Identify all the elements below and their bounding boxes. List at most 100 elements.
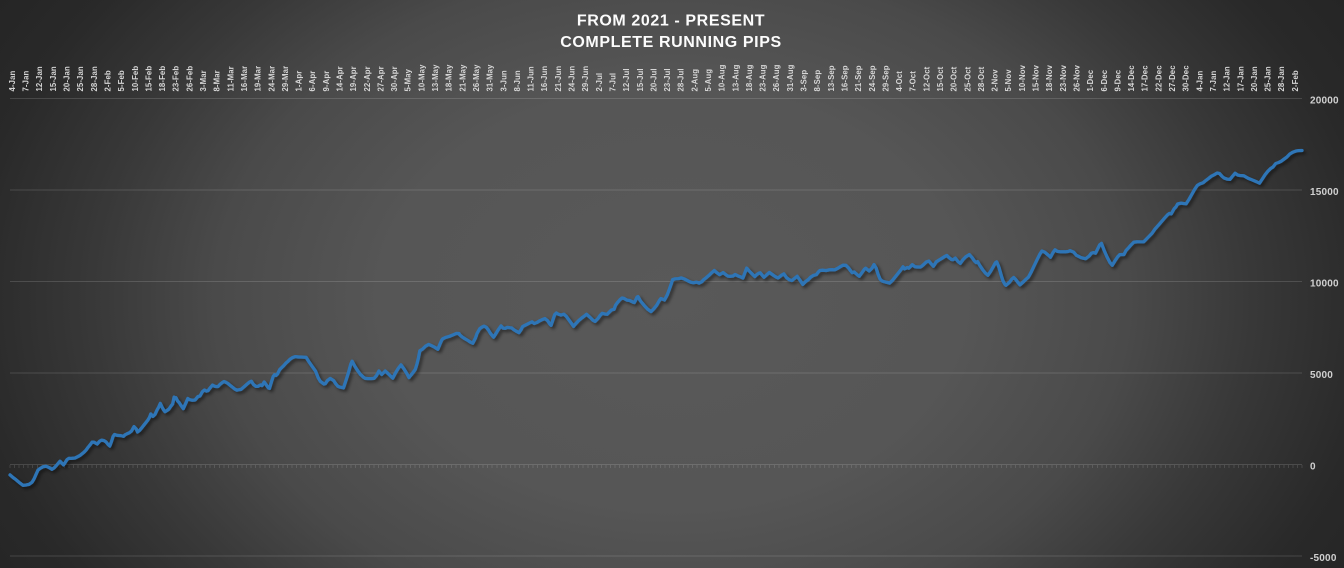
svg-text:24-Mar: 24-Mar [267, 66, 276, 92]
svg-text:27-Apr: 27-Apr [376, 66, 385, 91]
svg-text:12-Jan: 12-Jan [35, 66, 44, 91]
svg-text:13-Sep: 13-Sep [827, 65, 836, 91]
svg-text:8-Mar: 8-Mar [213, 70, 222, 91]
svg-text:6-Dec: 6-Dec [1100, 69, 1109, 91]
svg-text:7-Jul: 7-Jul [609, 73, 618, 92]
svg-text:4-Jan: 4-Jan [1195, 70, 1204, 91]
svg-text:26-Nov: 26-Nov [1073, 64, 1082, 91]
svg-text:23-Aug: 23-Aug [759, 64, 768, 91]
svg-text:26-Feb: 26-Feb [185, 66, 194, 92]
svg-text:5-May: 5-May [404, 68, 413, 91]
svg-text:FROM 2021 - PRESENT: FROM 2021 - PRESENT [577, 12, 765, 29]
svg-text:10-Aug: 10-Aug [718, 64, 727, 91]
svg-text:COMPLETE RUNNING PIPS: COMPLETE RUNNING PIPS [560, 34, 782, 51]
svg-text:0: 0 [1310, 462, 1316, 473]
svg-text:3-Jun: 3-Jun [499, 70, 508, 91]
svg-text:3-Sep: 3-Sep [800, 70, 809, 92]
svg-text:29-Jun: 29-Jun [581, 66, 590, 92]
svg-text:23-Jul: 23-Jul [663, 68, 672, 91]
svg-text:8-Sep: 8-Sep [813, 70, 822, 92]
svg-text:25-Jan: 25-Jan [76, 66, 85, 91]
svg-text:23-Nov: 23-Nov [1059, 64, 1068, 91]
svg-text:5-Nov: 5-Nov [1004, 69, 1013, 92]
svg-text:2-Jul: 2-Jul [595, 73, 604, 92]
svg-text:28-Jul: 28-Jul [677, 68, 686, 91]
svg-text:9-Dec: 9-Dec [1113, 69, 1122, 91]
svg-text:16-Jun: 16-Jun [540, 66, 549, 92]
svg-text:14-Dec: 14-Dec [1127, 65, 1136, 92]
svg-text:7-Jan: 7-Jan [22, 70, 31, 91]
svg-text:15-Jul: 15-Jul [636, 68, 645, 91]
svg-text:4-Oct: 4-Oct [895, 71, 904, 92]
svg-text:21-May: 21-May [458, 64, 467, 92]
svg-text:3-Mar: 3-Mar [199, 70, 208, 91]
svg-text:30-Apr: 30-Apr [390, 66, 399, 91]
svg-text:20-Jul: 20-Jul [649, 68, 658, 91]
svg-text:12-Oct: 12-Oct [922, 66, 931, 91]
svg-text:7-Oct: 7-Oct [909, 71, 918, 92]
svg-text:10-May: 10-May [417, 64, 426, 92]
svg-text:18-Feb: 18-Feb [158, 66, 167, 92]
svg-text:2-Feb: 2-Feb [1291, 70, 1300, 91]
svg-text:28-Jan: 28-Jan [90, 66, 99, 91]
svg-text:25-Jan: 25-Jan [1264, 66, 1273, 91]
svg-text:24-Jun: 24-Jun [568, 66, 577, 92]
svg-text:11-Mar: 11-Mar [226, 66, 235, 91]
svg-text:12-Jul: 12-Jul [622, 68, 631, 91]
svg-text:15000: 15000 [1310, 187, 1339, 198]
svg-text:5000: 5000 [1310, 370, 1333, 381]
svg-text:15-Jan: 15-Jan [49, 66, 58, 91]
svg-text:28-Oct: 28-Oct [977, 66, 986, 91]
svg-text:13-May: 13-May [431, 64, 440, 92]
svg-text:20-Jan: 20-Jan [1250, 66, 1259, 91]
svg-text:25-Oct: 25-Oct [963, 66, 972, 91]
svg-text:8-Jun: 8-Jun [513, 70, 522, 91]
svg-text:26-May: 26-May [472, 64, 481, 92]
svg-text:9-Apr: 9-Apr [322, 71, 331, 92]
svg-text:2-Feb: 2-Feb [104, 70, 113, 91]
svg-text:31-May: 31-May [486, 64, 495, 92]
svg-text:24-Sep: 24-Sep [868, 65, 877, 91]
svg-text:10-Feb: 10-Feb [131, 66, 140, 92]
svg-text:29-Mar: 29-Mar [281, 66, 290, 92]
svg-text:22-Apr: 22-Apr [363, 66, 372, 91]
svg-text:18-Aug: 18-Aug [745, 64, 754, 91]
svg-text:21-Sep: 21-Sep [854, 65, 863, 91]
svg-text:26-Aug: 26-Aug [772, 64, 781, 91]
svg-text:11-Jun: 11-Jun [527, 66, 536, 91]
svg-text:-5000: -5000 [1310, 553, 1337, 564]
svg-text:2-Nov: 2-Nov [991, 69, 1000, 92]
svg-text:20000: 20000 [1310, 96, 1339, 107]
svg-text:18-May: 18-May [445, 64, 454, 92]
svg-text:12-Jan: 12-Jan [1223, 66, 1232, 91]
svg-text:17-Jan: 17-Jan [1236, 66, 1245, 91]
svg-text:5-Aug: 5-Aug [704, 69, 713, 92]
svg-text:19-Apr: 19-Apr [349, 66, 358, 91]
svg-text:15-Nov: 15-Nov [1032, 64, 1041, 91]
svg-text:6-Apr: 6-Apr [308, 71, 317, 92]
svg-text:14-Apr: 14-Apr [336, 66, 345, 91]
svg-text:16-Mar: 16-Mar [240, 66, 249, 92]
svg-text:5-Feb: 5-Feb [117, 70, 126, 91]
svg-text:28-Jan: 28-Jan [1277, 66, 1286, 91]
svg-text:2-Aug: 2-Aug [690, 69, 699, 92]
svg-text:22-Dec: 22-Dec [1154, 65, 1163, 92]
svg-text:16-Sep: 16-Sep [841, 65, 850, 91]
svg-text:23-Feb: 23-Feb [172, 66, 181, 92]
svg-text:1-Dec: 1-Dec [1086, 69, 1095, 91]
svg-text:21-Jun: 21-Jun [554, 66, 563, 92]
svg-text:1-Apr: 1-Apr [295, 71, 304, 92]
svg-text:20-Oct: 20-Oct [950, 66, 959, 91]
svg-text:15-Oct: 15-Oct [936, 66, 945, 91]
svg-text:13-Aug: 13-Aug [731, 64, 740, 91]
svg-text:20-Jan: 20-Jan [63, 66, 72, 91]
svg-text:7-Jan: 7-Jan [1209, 70, 1218, 91]
svg-text:19-Mar: 19-Mar [254, 66, 263, 92]
svg-text:15-Feb: 15-Feb [144, 66, 153, 92]
svg-text:27-Dec: 27-Dec [1168, 65, 1177, 92]
svg-text:31-Aug: 31-Aug [786, 64, 795, 91]
svg-text:30-Dec: 30-Dec [1182, 65, 1191, 92]
svg-text:18-Nov: 18-Nov [1045, 64, 1054, 91]
svg-text:17-Dec: 17-Dec [1141, 65, 1150, 92]
svg-text:4-Jan: 4-Jan [8, 70, 17, 91]
